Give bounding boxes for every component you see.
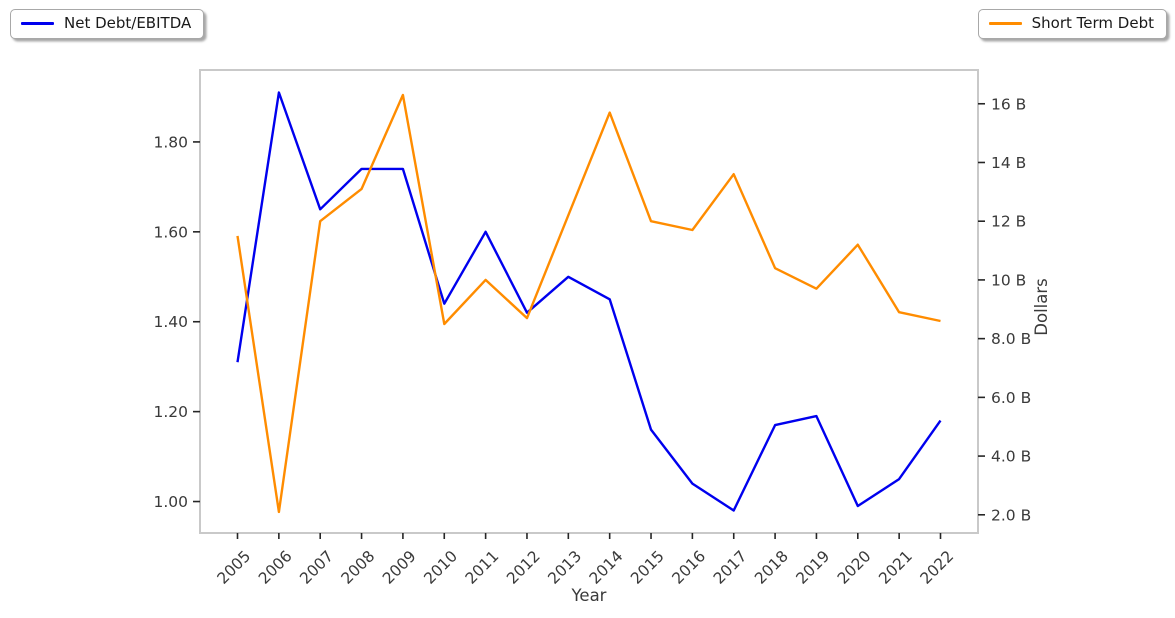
svg-text:2010: 2010 <box>420 547 461 588</box>
svg-text:2009: 2009 <box>379 547 420 588</box>
svg-text:10 B: 10 B <box>991 271 1026 289</box>
svg-text:2005: 2005 <box>214 547 255 588</box>
legend-short-term-debt: Short Term Debt <box>977 9 1167 39</box>
svg-text:2008: 2008 <box>338 547 379 588</box>
legend-net-debt: Net Debt/EBITDA <box>10 9 205 39</box>
short-term-debt-line <box>236 93 941 514</box>
svg-text:2011: 2011 <box>462 547 503 588</box>
svg-text:6.0 B: 6.0 B <box>991 389 1031 407</box>
plot-frame <box>199 69 979 534</box>
svg-text:8.0 B: 8.0 B <box>991 330 1031 348</box>
svg-text:1.40: 1.40 <box>153 313 188 331</box>
net-debt-line-swatch <box>21 22 54 25</box>
svg-text:2015: 2015 <box>627 547 668 588</box>
svg-text:2.0 B: 2.0 B <box>991 506 1031 524</box>
svg-text:1.80: 1.80 <box>153 133 188 151</box>
svg-text:2013: 2013 <box>545 547 586 588</box>
svg-text:1.00: 1.00 <box>153 493 188 511</box>
svg-text:2007: 2007 <box>296 547 337 588</box>
short-term-debt-legend-label: Short Term Debt <box>1031 14 1154 32</box>
svg-text:14 B: 14 B <box>991 154 1026 172</box>
svg-text:16 B: 16 B <box>991 95 1026 113</box>
svg-text:1.60: 1.60 <box>153 223 188 241</box>
short-term-debt-line-swatch <box>988 22 1022 25</box>
svg-text:4.0 B: 4.0 B <box>991 448 1031 466</box>
svg-text:2017: 2017 <box>710 547 751 588</box>
svg-text:2016: 2016 <box>669 547 710 588</box>
svg-text:2022: 2022 <box>917 547 958 588</box>
x-axis-label: Year <box>571 586 607 605</box>
svg-text:2019: 2019 <box>793 547 834 588</box>
svg-text:2006: 2006 <box>255 547 296 588</box>
svg-text:2021: 2021 <box>875 547 916 588</box>
x-axis: 2005 2006 2007 2008 2009 2010 2011 2012 2013 2014… <box>214 533 958 588</box>
y-axis-right-label: Dollars <box>1032 278 1051 335</box>
svg-text:2018: 2018 <box>751 547 792 588</box>
net-debt-legend-label: Net Debt/EBITDA <box>64 14 192 32</box>
y-axis-left: 1.00 1.20 1.40 1.60 1.80 <box>153 133 200 511</box>
y-axis-right: 2.0 B 4.0 B 6.0 B 8.0 B 10 B 12 B 14 B 16 B <box>978 95 1031 524</box>
svg-text:2012: 2012 <box>503 547 544 588</box>
svg-text:2020: 2020 <box>834 547 875 588</box>
svg-text:1.20: 1.20 <box>153 403 188 421</box>
net-debt-ebitda-line <box>236 91 942 512</box>
svg-text:12 B: 12 B <box>991 213 1026 231</box>
svg-text:2014: 2014 <box>586 547 627 588</box>
